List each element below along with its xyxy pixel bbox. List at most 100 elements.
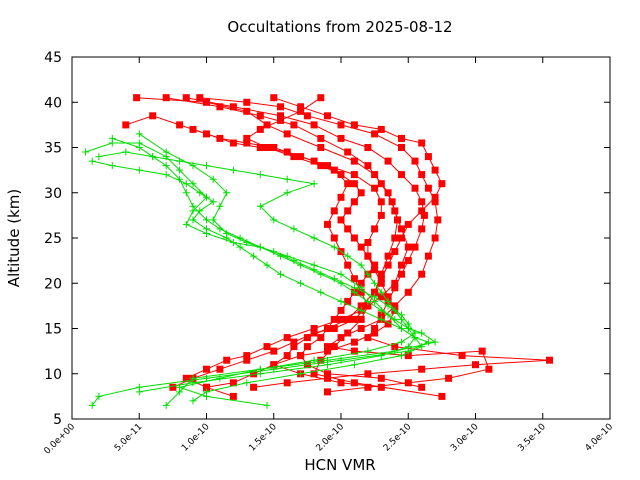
series-1-profile-4-point-9 [283, 189, 291, 197]
series-0-profile-2-point-0 [182, 94, 190, 102]
series-0-profile-2-point-11 [418, 225, 426, 233]
series-0-profile-3-point-12 [431, 234, 439, 242]
series-0-profile-1-point-10 [391, 234, 399, 242]
series-0-profile-0-point-14 [377, 293, 385, 301]
series-0-profile-5-point-0 [317, 94, 325, 102]
y-tick-label-3: 20 [44, 276, 62, 292]
series-0-profile-5-point-8 [337, 171, 345, 179]
series-1-profile-2-point-18 [391, 315, 399, 323]
series-0-profile-3-point-26 [404, 379, 412, 387]
series-0-profile-4-point-21 [330, 343, 338, 351]
series-0-profile-2-point-12 [411, 243, 419, 251]
series-0-profile-6-point-27 [169, 383, 177, 391]
series-0-profile-0-point-25 [229, 392, 237, 400]
series-0-profile-7-point-25 [377, 383, 385, 391]
series-1-profile-4-point-13 [310, 234, 318, 242]
series-0-profile-4-point-16 [377, 275, 385, 283]
series-1-profile-0-point-15 [357, 284, 365, 292]
series-1-profile-1-point-13 [263, 261, 271, 269]
series-0-profile-5-point-22 [344, 297, 352, 305]
series-0-profile-4-point-6 [418, 139, 426, 147]
series-0-profile-3-point-19 [337, 334, 345, 342]
series-1-profile-4-point-28 [297, 370, 305, 378]
series-0-profile-4-point-22 [317, 356, 325, 364]
series-1-profile-3-point-11 [310, 266, 318, 274]
series-1-profile-4-point-4 [203, 162, 210, 170]
series-1-profile-3-point-4 [223, 189, 231, 197]
series-0-profile-0-point-8 [384, 189, 392, 197]
series-0-profile-2-point-23 [472, 361, 479, 369]
series-0-profile-7-point-3 [270, 144, 278, 151]
series-0-profile-5-point-14 [344, 225, 352, 233]
series-1-profile-2-point-1 [135, 144, 143, 151]
series-0-profile-4-point-19 [357, 315, 365, 323]
series-0-profile-7-point-21 [297, 352, 305, 360]
series-0-profile-4-point-7 [424, 153, 432, 161]
series-0-profile-4-point-0 [270, 94, 278, 102]
series-1-profile-4-point-22 [398, 315, 405, 323]
series-0-profile-4-point-2 [324, 112, 331, 120]
series-0-profile-5-point-1 [297, 107, 305, 115]
series-0-profile-5-point-32 [418, 383, 426, 391]
series-0-profile-3-point-24 [485, 365, 493, 373]
series-1-profile-1-point-19 [377, 315, 385, 323]
series-0-profile-2-point-24 [418, 365, 426, 373]
series-1-profile-3-point-6 [209, 216, 217, 224]
series-0-profile-7-point-22 [270, 361, 278, 369]
series-0-profile-5-point-20 [357, 279, 365, 287]
series-0-profile-3-point-27 [364, 383, 372, 391]
series-1-profile-3-point-9 [270, 248, 278, 256]
series-0-profile-4-point-5 [398, 134, 405, 142]
series-1-profile-1-point-15 [297, 279, 305, 287]
series-0-profile-5-point-15 [350, 234, 358, 242]
series-0-profile-4-point-12 [404, 220, 412, 228]
series-0-profile-0-point-22 [203, 365, 210, 373]
series-0-profile-1-point-18 [290, 343, 298, 351]
series-0-profile-5-point-16 [357, 243, 365, 251]
series-0-profile-7-point-19 [350, 338, 358, 346]
series-0-profile-0-point-4 [283, 130, 291, 138]
series-1-profile-0-line [85, 142, 430, 406]
series-1-profile-1-point-1 [108, 162, 116, 170]
series-0-profile-6-point-23 [270, 347, 278, 355]
series-1-profile-3-point-20 [364, 347, 372, 355]
series-0-profile-0-point-18 [283, 334, 291, 342]
series-0-profile-0-point-13 [391, 279, 399, 287]
series-0-profile-2-point-15 [391, 284, 399, 292]
series-1-profile-4-line [98, 151, 423, 402]
series-0-profile-7-point-1 [216, 134, 224, 142]
series-1-profile-4-point-15 [344, 252, 352, 260]
x-tick-label-7: 3.5e-10 [516, 422, 548, 454]
series-0-profile-2-point-2 [277, 112, 284, 120]
series-1-profile-4-point-0 [95, 153, 103, 161]
series-0-profile-5-point-6 [290, 153, 298, 161]
series-0-profile-2-point-9 [418, 198, 426, 206]
series-0-profile-1-point-4 [317, 134, 325, 142]
series-0-profile-2-point-1 [229, 103, 237, 111]
series-0-profile-2-point-5 [364, 144, 372, 151]
series-0-profile-4-point-13 [398, 234, 405, 242]
series-1-profile-2-point-22 [391, 347, 399, 355]
series-0-profile-3-point-28 [324, 388, 331, 396]
series-0-profile-4-point-20 [344, 329, 352, 337]
x-tick-label-3: 1.5e-10 [247, 422, 279, 454]
series-0-profile-1-point-2 [256, 112, 264, 120]
series-0-profile-1-point-19 [283, 352, 291, 360]
series-1-profile-4-point-2 [149, 153, 157, 161]
series-0-profile-4-point-3 [350, 121, 358, 129]
series-0-profile-0-point-19 [263, 343, 271, 351]
series-0-profile-0-point-3 [263, 121, 271, 129]
series-1-profile-0-point-4 [176, 166, 184, 174]
series-0-profile-4-point-10 [431, 193, 439, 201]
series-1-profile-4-point-1 [122, 148, 130, 156]
series-0-profile-1-point-14 [357, 302, 365, 310]
y-axis-label: Altitude (km) [5, 189, 23, 287]
series-0-profile-5-point-26 [317, 334, 325, 342]
series-1-profile-4-point-8 [310, 180, 318, 188]
series-0-profile-1-point-11 [384, 252, 392, 260]
series-0-profile-6-point-17 [357, 288, 365, 296]
series-1-profile-4-point-23 [404, 325, 412, 332]
series-0-profile-2-point-28 [250, 383, 258, 391]
